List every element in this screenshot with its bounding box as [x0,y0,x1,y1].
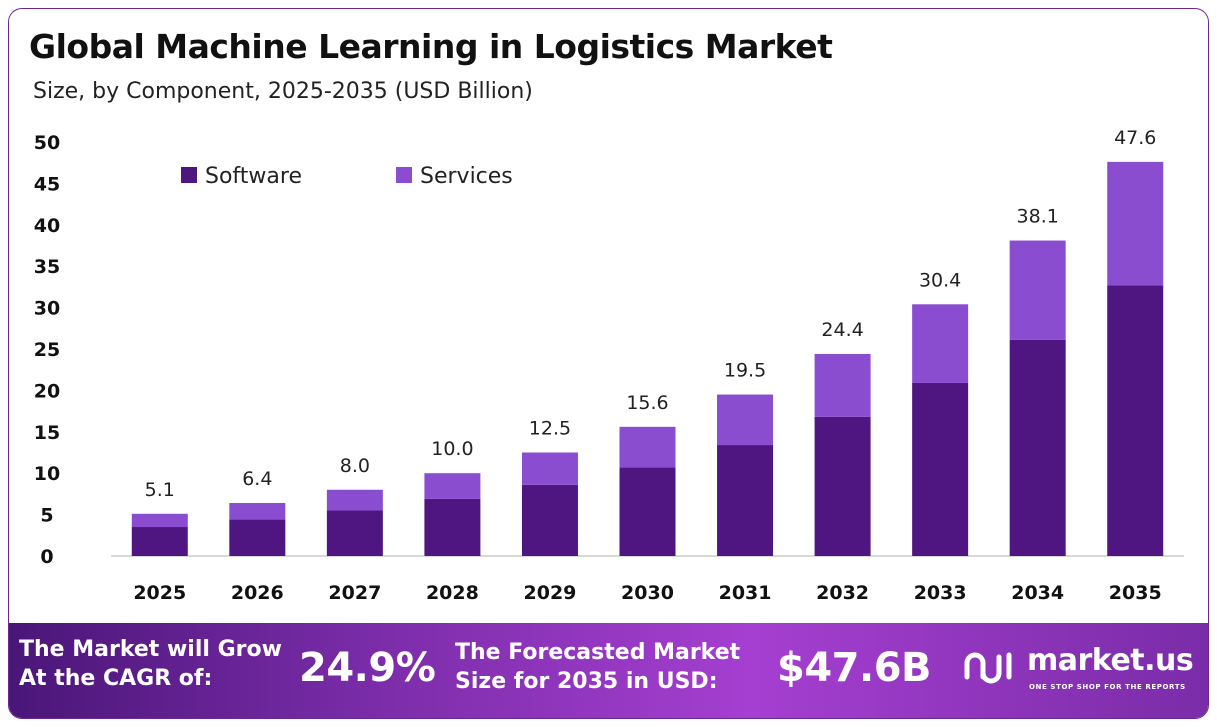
legend-swatch [396,167,412,183]
stacked-bar-chart: 051015202530354045505.120256.420268.0202… [34,127,1184,604]
bar-segment-software [229,519,286,556]
bar-segment-services [1107,161,1164,286]
x-tick-label: 2026 [231,582,284,604]
bar-segment-software [717,445,774,556]
x-tick-label: 2027 [328,582,381,604]
x-tick-label: 2035 [1109,582,1162,604]
bar-segment-software [912,382,969,556]
bar-segment-software [131,527,188,556]
x-tick-label: 2030 [621,582,674,604]
cagr-label-line2: At the CAGR of: [19,666,213,691]
bar-segment-services [1009,240,1066,340]
chart-title: Global Machine Learning in Logistics Mar… [29,27,833,66]
x-tick-label: 2032 [816,582,869,604]
footer-banner: The Market will Grow At the CAGR of: 24.… [9,623,1208,718]
bar-segment-software [326,510,383,556]
brand-tagline: ONE STOP SHOP FOR THE REPORTS [1029,683,1186,691]
bar-segment-software [814,416,871,556]
market-us-logo-icon [964,652,1012,684]
y-tick-label: 5 [40,505,53,527]
x-tick-label: 2033 [914,582,967,604]
data-label: 30.4 [919,269,961,291]
bar-segment-software [1107,285,1164,556]
legend-swatch [181,167,197,183]
bar-segment-services [229,503,286,520]
legend-label: Software [205,164,302,189]
bar-segment-services [326,489,383,511]
bar-segment-software [521,484,578,556]
x-tick-label: 2029 [524,582,577,604]
bar-segment-services [521,452,578,485]
chart-frame: Global Machine Learning in Logistics Mar… [8,8,1209,719]
brand-name: market.us [1027,643,1194,678]
cagr-label-line1: The Market will Grow [19,637,282,662]
data-label: 10.0 [431,438,473,460]
forecast-label-line1: The Forecasted Market [455,640,741,665]
bar-segment-services [814,353,871,417]
y-tick-label: 35 [34,256,60,278]
y-tick-label: 20 [34,380,60,402]
data-label: 8.0 [340,455,370,477]
legend-label: Services [420,164,513,189]
forecast-value: $47.6B [777,645,932,691]
data-label: 38.1 [1017,206,1059,228]
bar-segment-software [424,498,481,556]
y-tick-label: 10 [34,463,60,485]
data-label: 19.5 [724,360,766,382]
bar-segment-software [1009,339,1066,556]
bar-segment-services [424,473,481,499]
chart-subtitle: Size, by Component, 2025-2035 (USD Billi… [33,79,533,104]
x-tick-label: 2031 [719,582,772,604]
brand-logo: market.us ONE STOP SHOP FOR THE REPORTS [963,643,1194,699]
data-label: 47.6 [1114,127,1156,149]
y-tick-label: 50 [34,132,60,154]
data-label: 12.5 [529,418,571,440]
y-tick-label: 40 [34,215,60,237]
y-tick-label: 25 [34,339,60,361]
bar-segment-services [912,304,969,383]
x-tick-label: 2028 [426,582,479,604]
x-tick-label: 2025 [133,582,186,604]
cagr-label: The Market will Grow At the CAGR of: [19,635,282,693]
bar-segment-services [717,394,774,446]
forecast-label: The Forecasted Market Size for 2035 in U… [455,638,740,696]
forecast-label-line2: Size for 2035 in USD: [455,669,718,694]
y-tick-label: 45 [34,173,60,195]
data-label: 24.4 [821,319,863,341]
x-tick-label: 2034 [1011,582,1064,604]
y-tick-label: 0 [40,546,53,568]
data-label: 15.6 [626,392,668,414]
bar-segment-services [131,513,188,528]
data-label: 6.4 [242,468,272,490]
bar-segment-software [619,467,676,556]
cagr-value: 24.9% [299,645,436,691]
y-tick-label: 15 [34,422,60,444]
y-tick-label: 30 [34,298,60,320]
bar-segment-services [619,426,676,468]
data-label: 5.1 [145,479,175,501]
